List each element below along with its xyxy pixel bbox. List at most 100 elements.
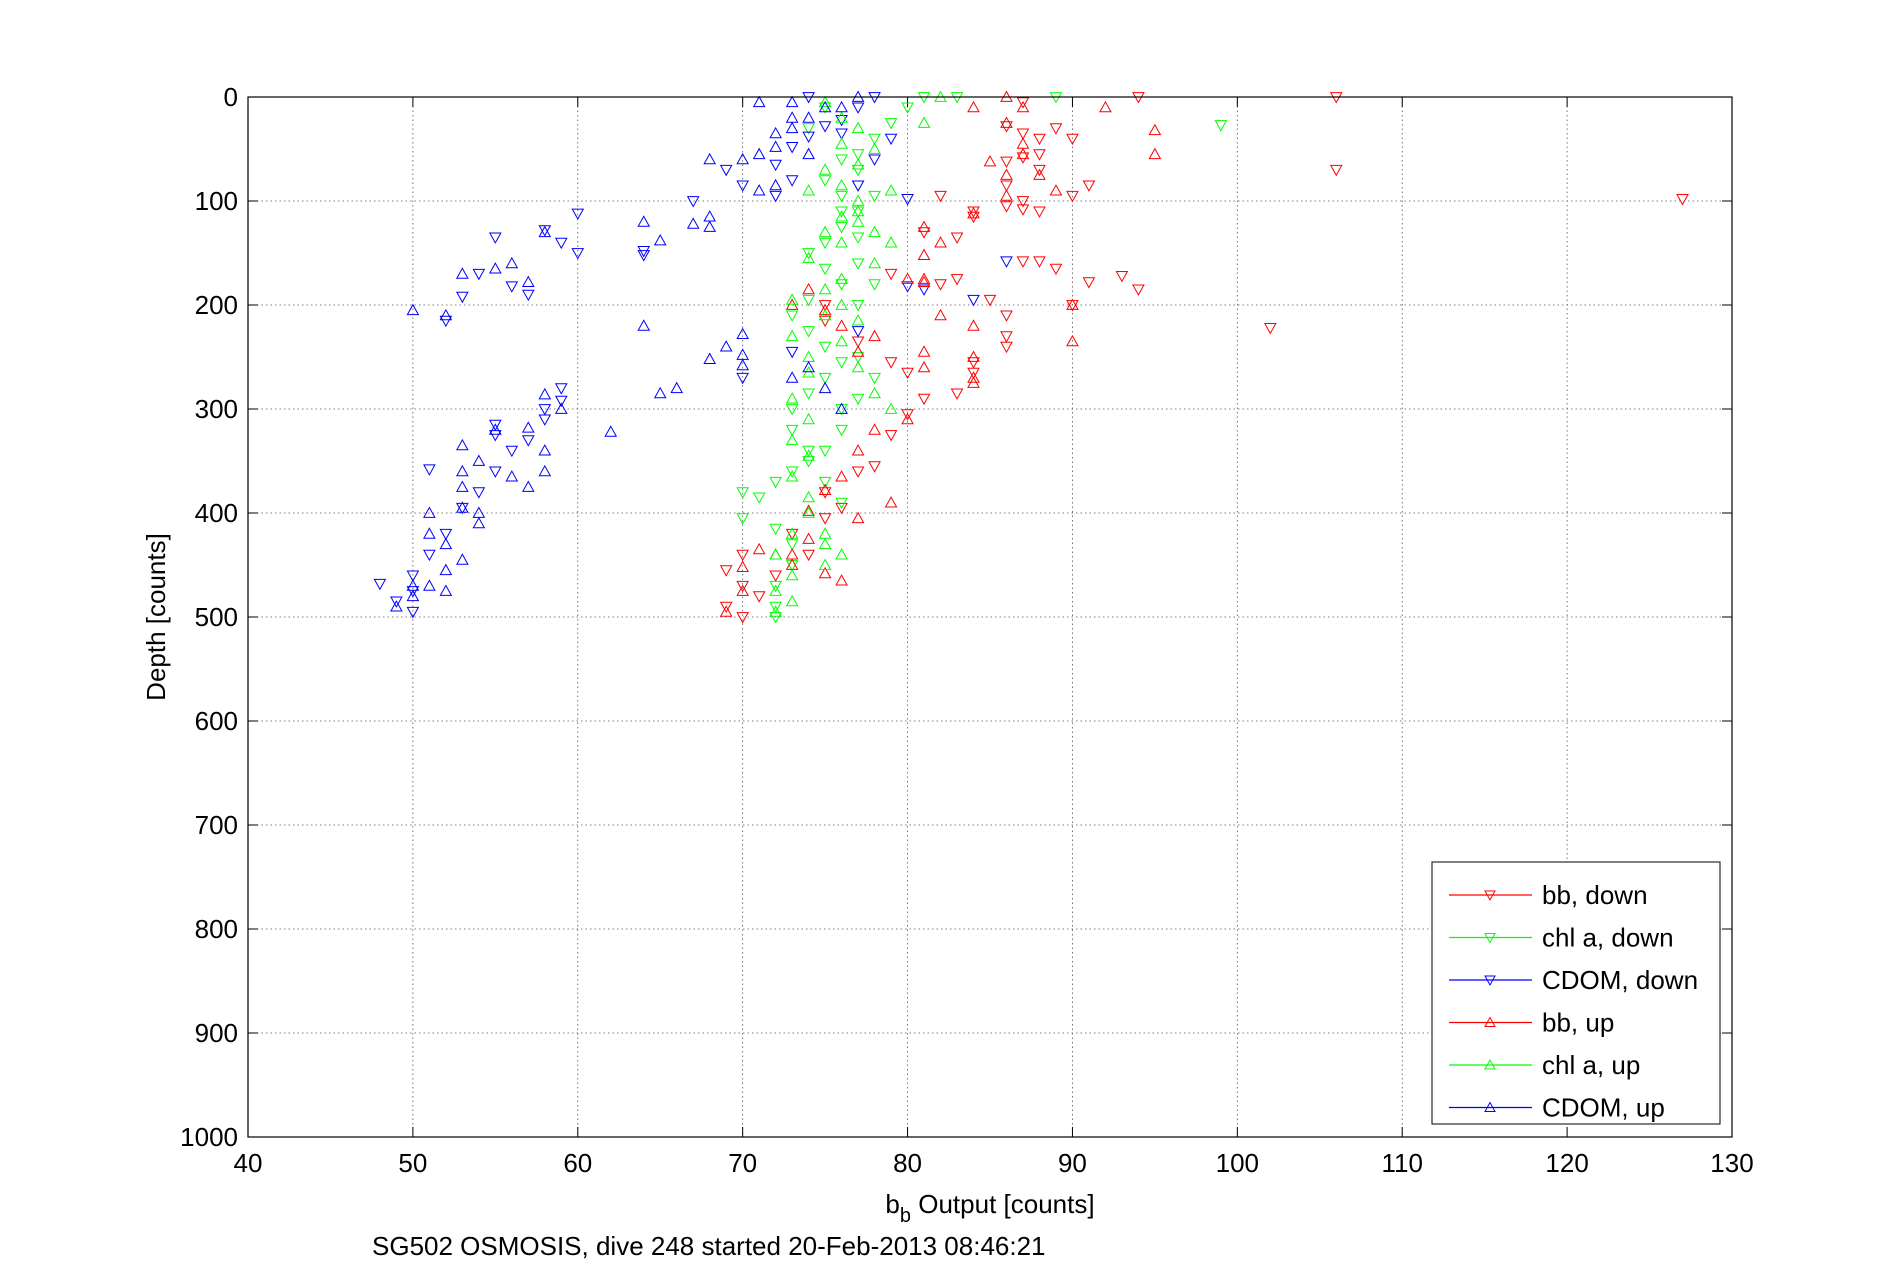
data-point-bb-up [851, 511, 865, 524]
data-point-chl-a-up [884, 184, 898, 196]
data-point-cdom-down [373, 578, 387, 591]
legend-box [1431, 861, 1721, 1125]
data-point-cdom-down [439, 528, 453, 541]
data-point-cdom-down [406, 606, 420, 619]
x-tick-label: 120 [1545, 1148, 1588, 1178]
data-point-chl-a-down [851, 206, 865, 218]
data-point-chl-a-up [835, 298, 848, 310]
legend-item-bb-down: bb, down [1449, 880, 1648, 910]
data-point-chl-a-down [785, 539, 799, 551]
data-point-cdom-up [423, 579, 436, 591]
data-point-chl-a-down [868, 190, 881, 203]
data-point-cdom-down [851, 102, 865, 114]
data-point-chl-a-down [752, 492, 766, 504]
y-tick-label: 800 [195, 914, 238, 944]
data-point-bb-down [1082, 277, 1096, 289]
data-point-chl-a-up [835, 272, 848, 284]
data-point-chl-a-up [835, 137, 848, 149]
data-point-bb-down [785, 528, 799, 541]
data-point-bb-down [884, 357, 898, 369]
data-point-bb-down [950, 232, 964, 244]
chart-caption: SG502 OSMOSIS, dive 248 started 20-Feb-2… [372, 1231, 1046, 1261]
data-point-cdom-down [901, 281, 914, 293]
y-tick-label: 400 [195, 498, 238, 528]
data-point-cdom-up [521, 275, 535, 288]
data-point-chl-a-down [802, 388, 815, 400]
data-point-chl-a-down [802, 445, 815, 458]
data-point-cdom-down [571, 248, 585, 260]
legend-item-chl-a-up: chl a, up [1449, 1050, 1640, 1080]
data-point-cdom-down [637, 246, 651, 258]
data-point-cdom-down [423, 464, 436, 476]
data-point-cdom-down [488, 232, 502, 244]
data-point-cdom-down [488, 430, 502, 442]
data-point-chl-a-up [851, 215, 865, 227]
legend: bb, down chl a, down CDOM, down bb, up chl a… [1431, 861, 1721, 1125]
data-point-chl-a-down [1214, 120, 1228, 132]
data-point-cdom-up [554, 402, 568, 414]
data-point-chl-a-up [802, 251, 815, 264]
data-point-bb-down [818, 513, 832, 525]
data-point-cdom-down [868, 154, 881, 166]
data-point-chl-a-down [818, 476, 832, 489]
data-point-bb-up [835, 319, 848, 331]
data-point-cdom-down [406, 586, 420, 598]
data-point-cdom-up [505, 256, 519, 269]
data-point-chl-a-up [818, 95, 832, 108]
data-point-bb-down [1016, 256, 1030, 268]
data-point-cdom-up [785, 371, 799, 383]
data-point-cdom-down [736, 372, 750, 385]
data-point-bb-up [1016, 100, 1030, 113]
data-point-bb-down [1263, 322, 1277, 335]
legend-marker [1484, 1016, 1496, 1027]
legend-label: chl a, up [1542, 1050, 1640, 1080]
data-point-chl-a-up [769, 548, 782, 560]
data-point-chl-a-down [884, 118, 898, 130]
data-point-cdom-up [769, 126, 782, 139]
legend-label: bb, up [1542, 1008, 1614, 1038]
data-point-bb-up [851, 345, 865, 357]
data-point-bb-down [967, 357, 980, 369]
data-point-chl-a-up [868, 142, 881, 154]
x-tick-label: 100 [1216, 1148, 1259, 1178]
data-point-bb-down [835, 502, 848, 515]
data-point-bb-up [917, 248, 931, 260]
data-point-bb-down [1000, 180, 1013, 192]
data-point-cdom-up [505, 470, 519, 482]
data-point-chl-a-down [736, 513, 750, 525]
data-point-cdom-up [423, 506, 436, 518]
data-point-bb-down [818, 300, 832, 312]
legend-marker [1484, 1101, 1496, 1112]
data-point-cdom-up [488, 262, 502, 274]
data-point-cdom-down [736, 180, 750, 192]
data-point-chl-a-down [818, 237, 832, 250]
data-point-bb-down [1016, 152, 1030, 164]
data-point-chl-a-up [785, 329, 799, 342]
data-point-cdom-up [538, 444, 552, 456]
data-point-bb-down [736, 580, 750, 593]
data-point-cdom-down [554, 395, 568, 408]
data-point-cdom-up [703, 220, 717, 232]
y-tick-label: 100 [195, 186, 238, 216]
data-point-bb-up [917, 360, 931, 373]
legend-marker [1484, 933, 1496, 944]
data-point-chl-a-up [851, 204, 865, 217]
data-point-bb-down [736, 612, 750, 624]
data-point-bb-up [917, 272, 931, 284]
data-point-chl-a-up [769, 584, 782, 596]
data-point-bb-down [1033, 133, 1046, 146]
data-point-bb-down [1066, 190, 1079, 203]
data-point-bb-down [917, 227, 931, 239]
data-point-chl-a-down [851, 149, 865, 161]
data-point-bb-down [884, 268, 898, 281]
data-point-cdom-down [835, 114, 848, 127]
data-point-cdom-up [439, 537, 453, 550]
data-point-cdom-up [439, 308, 453, 321]
data-point-chl-a-up [835, 210, 848, 222]
data-point-bb-up [934, 236, 947, 248]
data-point-chl-a-down [835, 206, 848, 218]
data-point-cdom-up [703, 352, 717, 364]
data-point-cdom-down [901, 194, 914, 206]
data-point-bb-down [736, 549, 750, 562]
data-point-bb-up [835, 470, 848, 482]
